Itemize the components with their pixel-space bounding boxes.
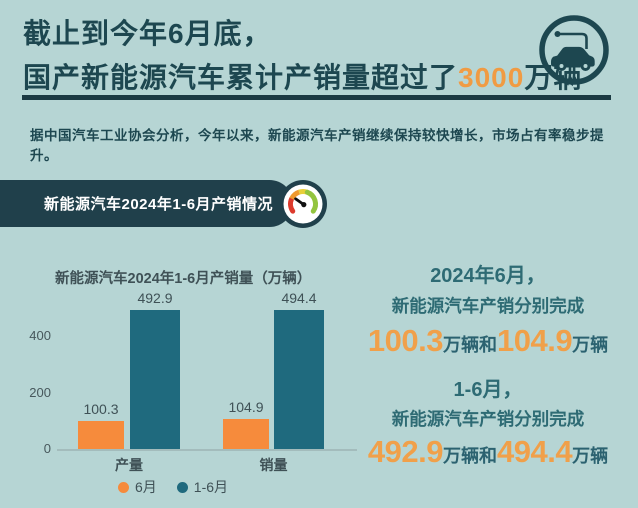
legend-label: 6月	[135, 479, 157, 495]
bar-销量-1-6月	[274, 310, 324, 449]
section-title-label: 新能源汽车2024年1-6月产销情况	[44, 196, 274, 213]
y-axis-tick: 400	[29, 328, 51, 344]
highlight2-connector: 和	[479, 446, 497, 466]
bar-产量-1-6月	[130, 310, 180, 449]
highlight2-value2: 494.4	[497, 434, 573, 469]
y-axis-tick: 200	[29, 384, 51, 400]
highlight2-period: 1-6月，	[453, 379, 523, 401]
legend-item: 1-6月	[176, 477, 229, 497]
highlight1-connector: 和	[479, 335, 497, 355]
headline-line1: 截止到今年6月底，	[23, 18, 272, 49]
highlight2-value1: 492.9	[367, 434, 444, 469]
legend-item: 6月	[118, 477, 157, 497]
highlight1-values: 100.3万辆和104.9万辆	[352, 323, 624, 359]
highlight2-caption: 新能源汽车产销分别完成	[391, 409, 585, 429]
bar-value-label: 494.4	[281, 290, 317, 306]
headline-highlight-number: 3000	[458, 62, 525, 93]
bar-产量-6月	[78, 421, 124, 449]
section-title-pill: 新能源汽车2024年1-6月产销情况	[0, 180, 293, 227]
x-axis-line	[57, 449, 357, 451]
bar-chart: 6月 1-6月 0 200 400 100.3 492.9 产量 104.9 494.4 销量	[24, 290, 360, 504]
ev-charging-car-icon	[537, 13, 611, 87]
x-axis-label: 产量	[115, 457, 143, 473]
highlight2-values: 492.9万辆和494.4万辆	[352, 434, 624, 470]
highlight1-caption: 新能源汽车产销分别完成	[391, 296, 585, 316]
x-axis-label: 销量	[259, 457, 288, 473]
highlight2-unit1: 万辆	[443, 446, 479, 466]
highlight1-period: 2024年6月，	[430, 265, 546, 287]
chart-title: 新能源汽车2024年1-6月产销量（万辆）	[55, 271, 312, 287]
legend-dot	[176, 481, 188, 493]
speedometer-gauge-icon	[279, 180, 327, 228]
bar-value-label: 100.3	[83, 401, 119, 417]
bar-value-label: 104.9	[228, 399, 264, 415]
highlight1-unit2: 万辆	[572, 335, 609, 355]
highlight2-unit2: 万辆	[572, 446, 609, 466]
bar-value-label: 492.9	[137, 290, 173, 306]
chart-legend: 6月 1-6月	[118, 477, 228, 497]
headline-line2-prefix: 国产新能源汽车累计产销量超过了	[23, 62, 459, 93]
intro-paragraph: 据中国汽车工业协会分析，今年以来，新能源汽车产销继续保持较快增长，市场占有率稳步…	[30, 128, 604, 163]
highlight1-value2: 104.9	[497, 323, 573, 358]
legend-label: 1-6月	[193, 479, 229, 495]
highlight1-value1: 100.3	[367, 323, 444, 358]
y-axis-tick: 0	[43, 441, 51, 456]
bar-销量-6月	[223, 419, 269, 449]
highlight1-unit1: 万辆	[443, 335, 479, 355]
header-divider	[22, 95, 611, 100]
legend-dot	[118, 481, 129, 493]
headline-line2: 国产新能源汽车累计产销量超过了3000万辆	[23, 56, 582, 96]
